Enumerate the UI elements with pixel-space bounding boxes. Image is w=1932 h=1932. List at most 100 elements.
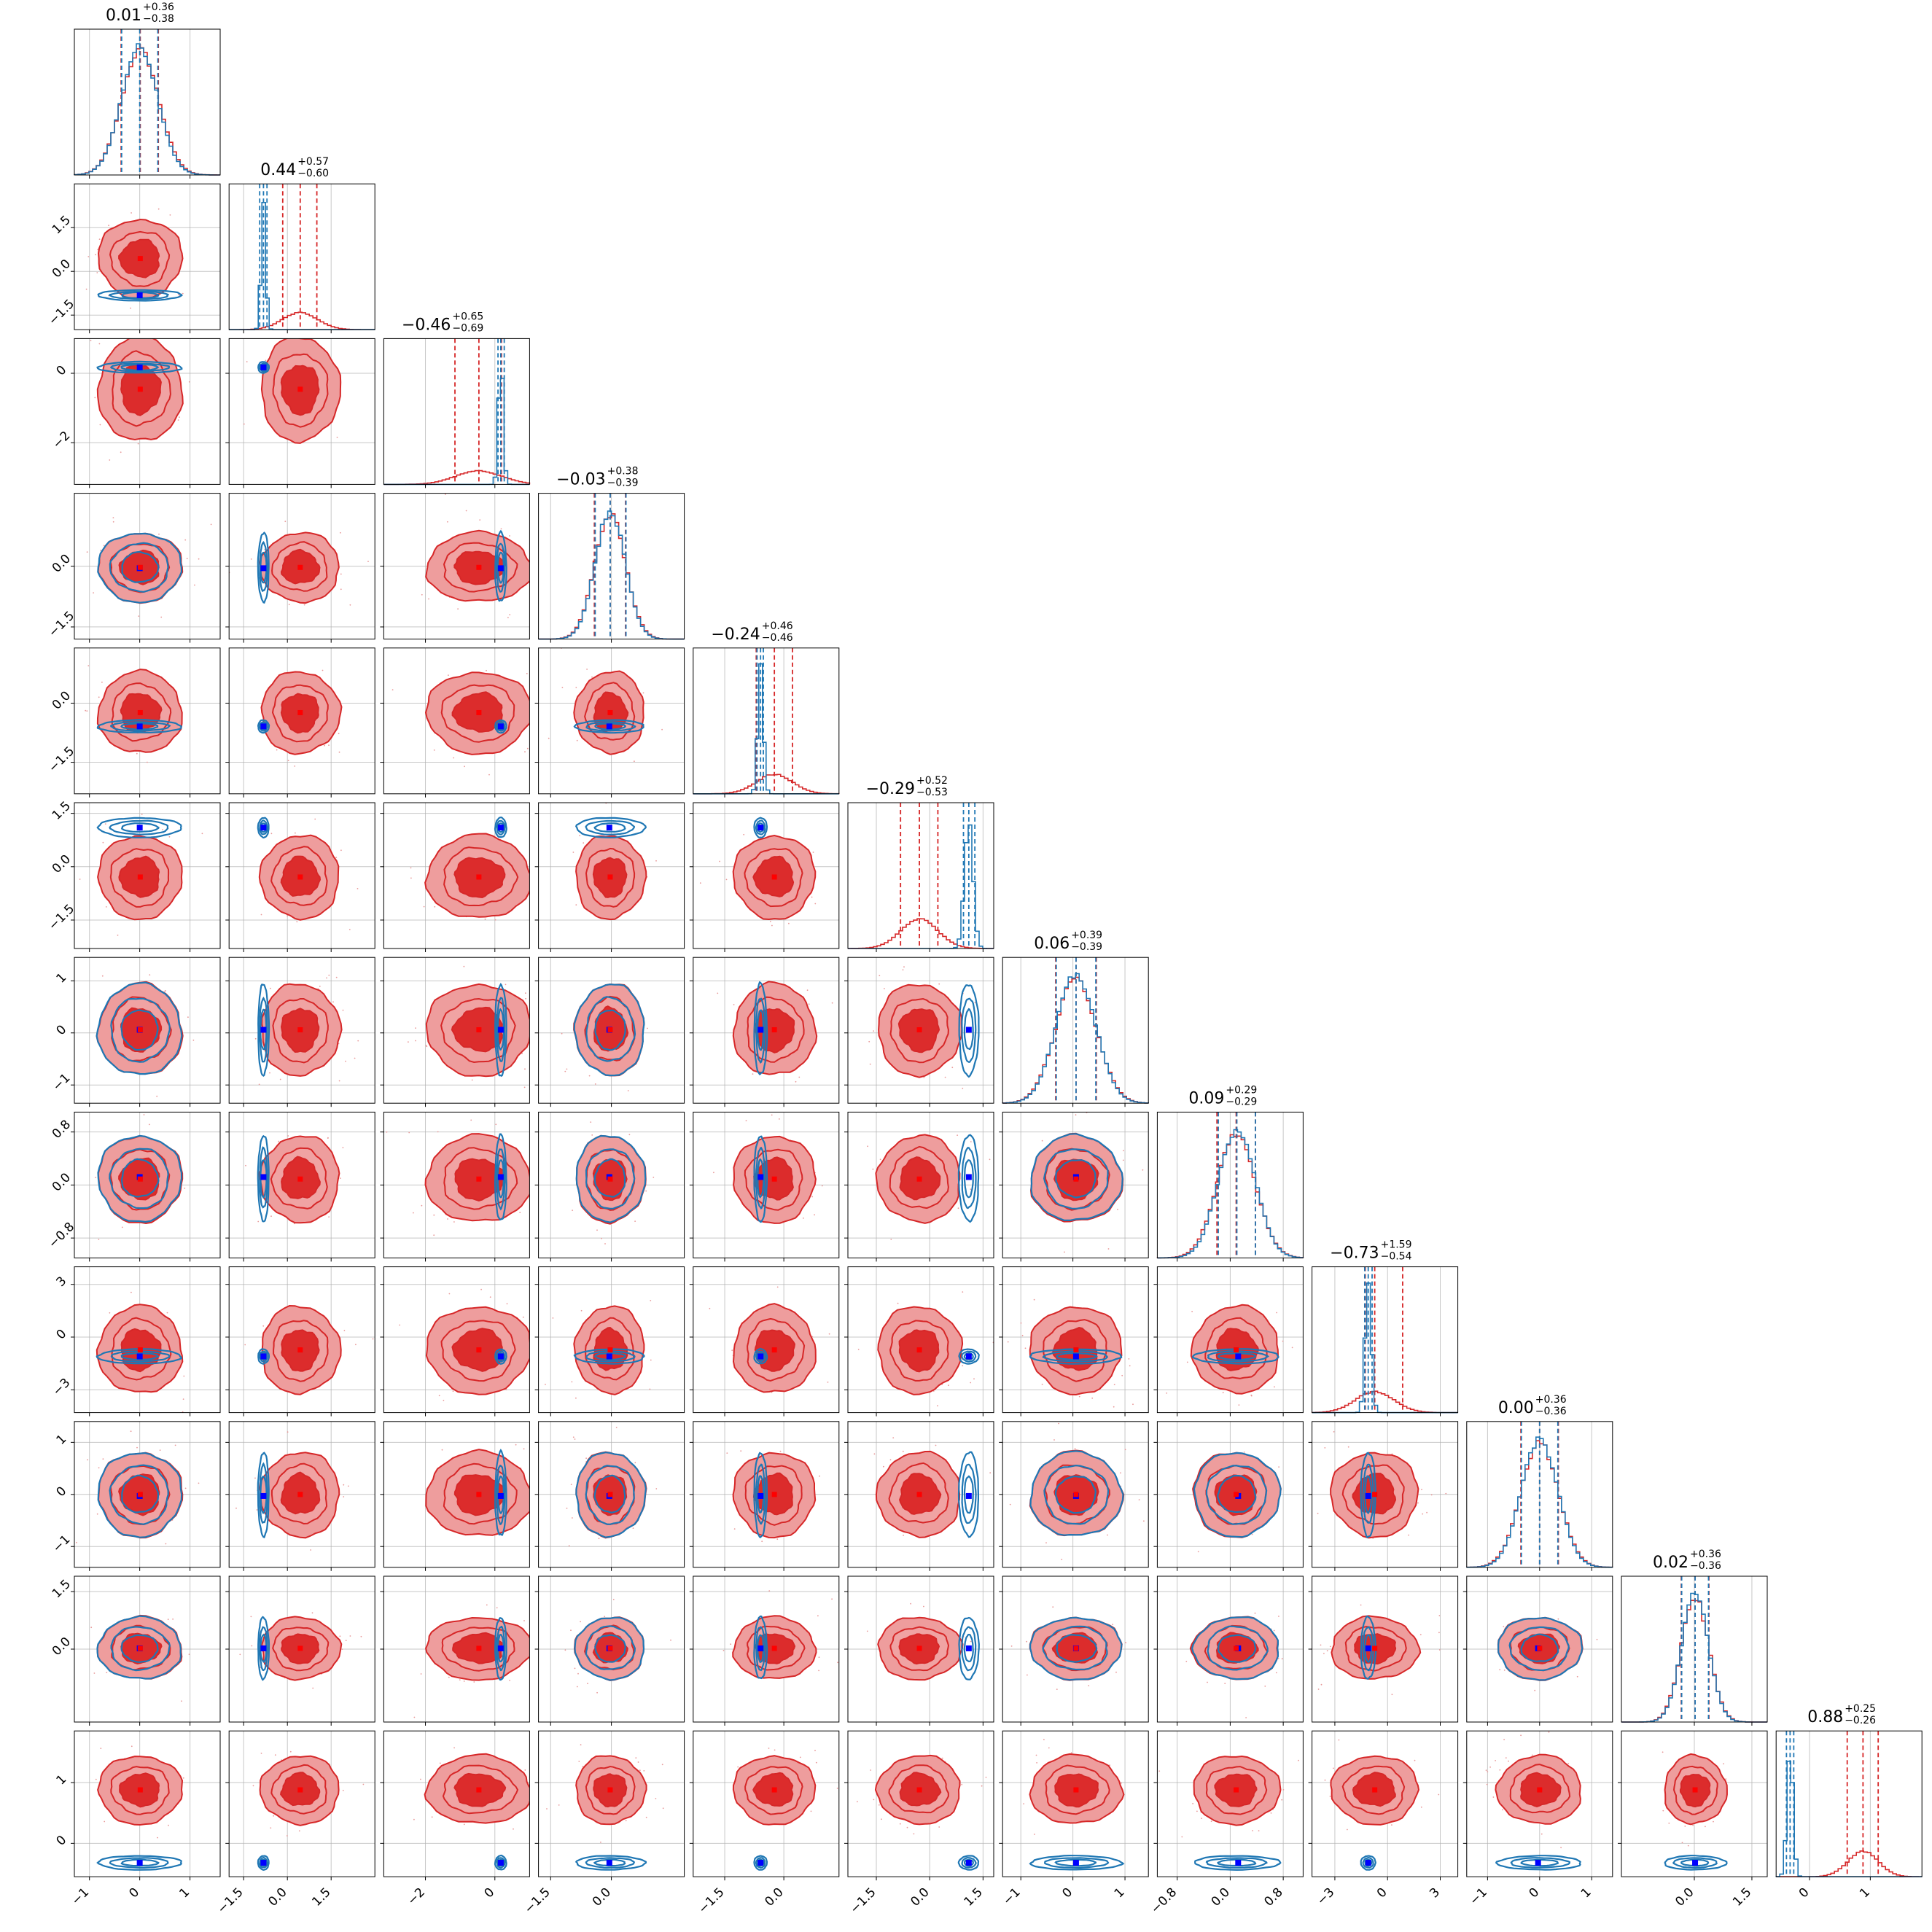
scatter-dot-red — [962, 1365, 964, 1367]
panel-contours — [76, 1430, 200, 1545]
panel-contours — [421, 494, 530, 618]
scatter-dot-red — [627, 1090, 629, 1091]
scatter-dot-red — [725, 879, 728, 881]
scatter-dot-red — [338, 733, 340, 735]
scatter-dot-red — [507, 617, 509, 618]
panel-title-median: −0.73 — [1330, 1244, 1379, 1263]
scatter-dot-red — [1024, 1347, 1027, 1349]
contour-blue-0 — [753, 817, 768, 838]
scatter-dot-red — [1254, 1612, 1256, 1614]
scatter-dot-red — [184, 1487, 187, 1489]
median-marker-red — [1234, 1492, 1239, 1497]
contour-blue-1 — [585, 1350, 636, 1363]
truth-marker-blue — [136, 1860, 143, 1866]
truth-marker-blue — [965, 1645, 972, 1651]
contour-blue-2 — [963, 1475, 974, 1514]
scatter-dot-red — [1250, 1395, 1253, 1397]
panel-contours — [85, 208, 184, 309]
scatter-dot-red — [464, 766, 465, 768]
scatter-dot-red — [336, 437, 338, 438]
scatter-dot-red — [1684, 1826, 1686, 1827]
scatter-dot-red — [1277, 1657, 1279, 1659]
panel-contours — [1023, 1739, 1125, 1871]
scatter-dot-red — [818, 1656, 820, 1659]
scatter-dot-red — [1041, 1383, 1043, 1385]
panel-title-minus: −0.29 — [1226, 1096, 1257, 1107]
contour-blue-1 — [755, 1350, 766, 1363]
contour-blue-2 — [1054, 1476, 1097, 1514]
scatter-dot-red — [286, 1835, 288, 1836]
scatter-dot-red — [324, 744, 325, 747]
scatter-dot-red — [86, 551, 88, 553]
panel-contours — [867, 1134, 991, 1240]
scatter-dot-red — [287, 1135, 289, 1137]
median-marker-red — [137, 1176, 143, 1182]
scatter-dot-red — [298, 1830, 300, 1832]
scatter-dot-red — [812, 852, 814, 853]
scatter-dot-red — [713, 1172, 714, 1174]
truth-marker-blue — [497, 1492, 504, 1499]
contour-blue-1 — [961, 1350, 977, 1363]
contour-blue-0 — [1191, 1348, 1279, 1365]
scatter-dot-red — [688, 1549, 690, 1551]
truth-marker-blue — [757, 1860, 764, 1866]
contour-blue-1 — [109, 362, 171, 373]
scatter-dot-red — [989, 1472, 992, 1474]
scatter-dot-red — [866, 1630, 868, 1632]
scatter-dot-red — [1317, 1512, 1319, 1514]
scatter-dot-red — [1503, 1670, 1506, 1671]
scatter-dot-red — [165, 990, 166, 992]
median-marker-red — [476, 1645, 482, 1651]
histogram-blue — [74, 43, 220, 176]
scatter-dot-red — [463, 965, 465, 967]
scatter-dot-red — [434, 905, 436, 908]
median-marker-red — [297, 1492, 303, 1497]
scatter-dot-red — [1056, 1688, 1058, 1691]
scatter-dot-red — [970, 1382, 972, 1384]
scatter-dot-red — [356, 1183, 357, 1184]
scatter-dot-red — [250, 1616, 252, 1618]
scatter-dot-red — [1186, 1361, 1188, 1363]
scatter-dot-red — [564, 1150, 565, 1151]
scatter-dot-red — [637, 1761, 639, 1763]
truth-marker-blue — [136, 825, 143, 831]
scatter-dot-red — [251, 1645, 253, 1647]
contour-blue-2 — [757, 1634, 765, 1664]
scatter-dot-red — [428, 598, 429, 600]
contour-blue-2 — [120, 722, 159, 731]
scatter-dot-red — [869, 1063, 871, 1065]
scatter-dot-red — [650, 1359, 652, 1361]
scatter-dot-red — [243, 423, 245, 425]
scatter-dot-red — [1185, 1661, 1188, 1662]
contour-blue-2 — [120, 1634, 159, 1663]
contour-blue-0 — [96, 1615, 182, 1680]
contour-blue-2 — [1056, 1352, 1098, 1360]
scatter-dot-red — [421, 593, 423, 596]
scatter-dot-red — [131, 1291, 132, 1293]
panel-title-median: −0.46 — [402, 316, 451, 334]
scatter-dot-red — [222, 897, 223, 898]
median-marker-red — [476, 564, 482, 570]
scatter-dot-red — [453, 757, 455, 759]
truth-marker-blue — [260, 1174, 267, 1180]
panel-title-minus: −0.39 — [607, 478, 639, 489]
scatter-dot-red — [564, 1070, 566, 1072]
y-tick-label: 1 — [54, 970, 70, 986]
panel-contours — [572, 1121, 655, 1244]
median-marker-red — [476, 1027, 482, 1032]
median-marker-red — [137, 386, 143, 392]
scatter-dot-red — [117, 934, 119, 936]
contour-blue-1 — [109, 721, 171, 732]
truth-marker-blue — [260, 825, 267, 831]
scatter-dot-red — [1196, 1810, 1198, 1812]
panel-frame — [693, 1730, 840, 1877]
x-tick-label: −1 — [69, 1885, 92, 1909]
scatter-dot-red — [1138, 1499, 1140, 1501]
scatter-dot-red — [795, 1080, 797, 1083]
contour-blue-2 — [594, 1009, 626, 1051]
scatter-dot-red — [534, 1500, 535, 1502]
contour-blue-1 — [1362, 1856, 1374, 1869]
scatter-dot-red — [857, 1349, 860, 1350]
scatter-dot-red — [1041, 1140, 1043, 1142]
median-marker-red — [137, 256, 143, 262]
